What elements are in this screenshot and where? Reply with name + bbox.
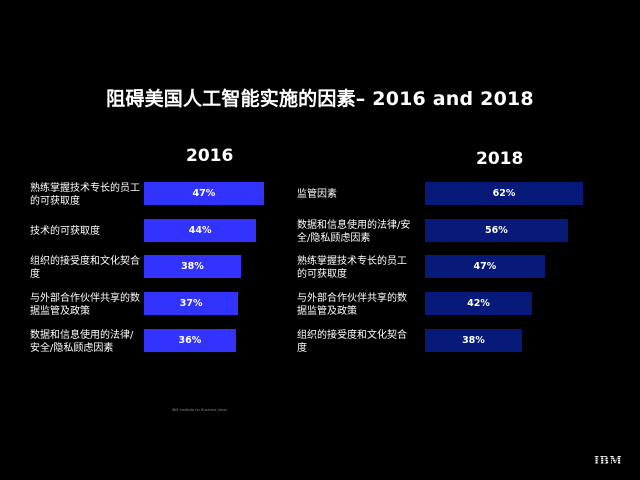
slide-title: 阻碍美国人工智能实施的因素– 2016 and 2018 [106, 88, 534, 110]
source-footnote: IBM Institute for Business Value [172, 408, 228, 412]
category-label: 熟练掌握技术专长的员工的可获取度 [30, 183, 140, 207]
data-label: 47% [192, 188, 216, 199]
category-label: 与外部合作伙伴共享的数据监管及政策 [297, 293, 407, 318]
bar: 44% [144, 218, 257, 242]
category-label: 熟练掌握技术专长的员工的可获取度 [297, 256, 407, 281]
category-label: 技术的可获取度 [30, 225, 100, 237]
chart-title-2018: 2018 [476, 149, 524, 169]
data-label: 37% [179, 298, 203, 310]
category-label: 数据和信息使用的法律/安全/隐私顾虑因素 [297, 219, 411, 244]
data-label: 56% [485, 224, 508, 236]
bar: 62% [425, 182, 584, 205]
data-label: 38% [462, 334, 485, 346]
ibm-logo: IBM [594, 454, 623, 467]
bar: 38% [144, 255, 241, 279]
bar: 47% [425, 255, 545, 279]
data-label: 38% [181, 261, 204, 273]
category-label: 组织的接受度和文化契合度 [30, 256, 140, 281]
data-label: 47% [473, 261, 497, 273]
bar: 36% [144, 328, 236, 352]
data-label: 42% [467, 298, 490, 310]
data-label: 62% [492, 188, 516, 199]
category-label: 组织的接受度和文化契合度 [297, 329, 407, 354]
data-label: 44% [188, 224, 212, 236]
category-label: 与外部合作伙伴共享的数据监管及政策 [30, 293, 140, 318]
data-label: 36% [178, 334, 202, 346]
bar: 56% [425, 218, 568, 242]
category-label: 数据和信息使用的法律/安全/隐私顾虑因素 [30, 329, 134, 354]
chart-title-2016: 2016 [186, 146, 234, 166]
bar: 47% [144, 182, 264, 205]
bar: 42% [425, 292, 533, 316]
category-label: 监管因素 [297, 189, 337, 200]
bar: 37% [144, 292, 239, 316]
bar: 38% [425, 328, 522, 352]
